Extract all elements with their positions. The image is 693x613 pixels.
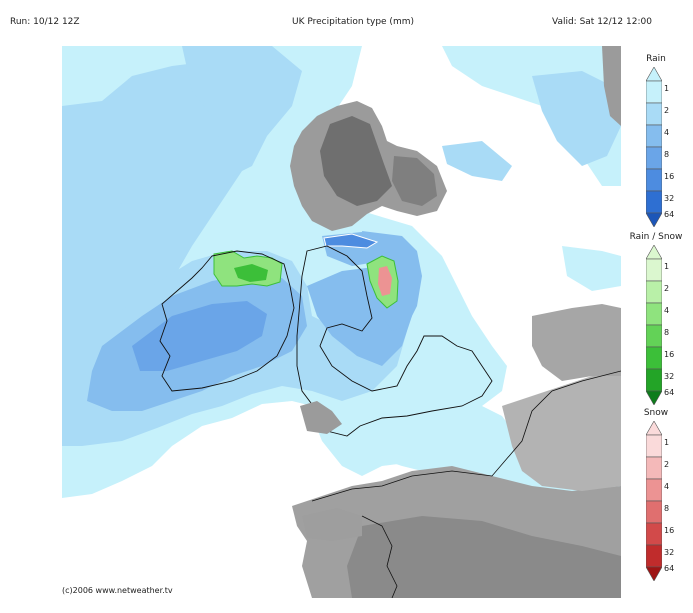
legend-tick: 8: [664, 150, 670, 159]
map-title: UK Precipitation type (mm): [292, 17, 414, 27]
legend-tick: 2: [664, 460, 670, 469]
legend-tick: 64: [664, 388, 675, 397]
legend-swatch: [646, 368, 662, 392]
valid-time-label: Valid: Sat 12/12 12:00: [552, 17, 652, 27]
legend-bar-rain: [646, 67, 662, 227]
land-scotland-highlands: [320, 116, 392, 206]
legend-tick: 1: [664, 262, 670, 271]
legend-tick: 4: [664, 306, 670, 315]
legend-swatch: [646, 258, 662, 282]
legend-tick: 1: [664, 84, 670, 93]
legend-swatch: [646, 456, 662, 480]
legend-tick: 16: [664, 350, 675, 359]
legend-tick: 8: [664, 504, 670, 513]
rain-region-8-ireland: [132, 301, 267, 371]
legend-title: Snow: [643, 408, 669, 418]
legend-tick: 2: [664, 284, 670, 293]
legend-tick: 32: [664, 372, 675, 381]
legend-snow: Snow 1 2 4 8 16 32 64: [624, 408, 688, 583]
rain-region-2-north: [182, 46, 302, 176]
legend-swatch: [646, 302, 662, 326]
copyright-text: (c)2006 www.netweather.tv: [62, 586, 173, 595]
legend-swatch: [646, 168, 662, 192]
legend-swatch: [646, 500, 662, 524]
land-scotland-ne: [392, 156, 437, 206]
land-wales-gray: [300, 401, 342, 434]
land-north-germany: [532, 304, 621, 381]
rainsnow-region-ireland-2: [234, 264, 268, 282]
legend-swatch-bottom: [646, 390, 662, 405]
legend-tick: 32: [664, 548, 675, 557]
legend-swatch: [646, 324, 662, 348]
land-brittany: [302, 508, 362, 541]
legend-tick: 2: [664, 106, 670, 115]
legend-tick: 4: [664, 482, 670, 491]
legend-tick: 16: [664, 526, 675, 535]
map-canvas: [62, 46, 621, 598]
legend-swatch: [646, 544, 662, 568]
legend-tick: 8: [664, 328, 670, 337]
land-france-dark: [347, 516, 621, 598]
rain-region-2-ne: [532, 71, 621, 166]
legend-swatch-top: [646, 421, 662, 436]
legend-swatch: [646, 346, 662, 370]
rain-region-2-scotland-ne: [442, 141, 512, 181]
legend-tick: 64: [664, 564, 675, 573]
legend-swatch: [646, 522, 662, 546]
legend-title: Rain: [646, 54, 666, 64]
legend-swatch: [646, 280, 662, 304]
legend-tick: 1: [664, 438, 670, 447]
legend-bar-rain-snow: [646, 245, 662, 405]
legend-title: Rain / Snow: [629, 232, 683, 242]
rain-region-light-east: [562, 246, 621, 291]
legend-swatch-top: [646, 245, 662, 260]
legend-swatch-bottom: [646, 212, 662, 227]
coast-france-south: [361, 515, 398, 598]
snow-region-pennines: [378, 266, 392, 296]
legend-swatch: [646, 478, 662, 502]
legend-swatch: [646, 434, 662, 458]
legend-tick: 4: [664, 128, 670, 137]
legend-swatch: [646, 124, 662, 148]
precipitation-map: [62, 46, 621, 598]
legend-tick: 32: [664, 194, 675, 203]
coast-continent: [311, 370, 621, 502]
land-ireland: [159, 250, 295, 392]
legend-swatch: [646, 190, 662, 214]
legend-swatch: [646, 80, 662, 104]
legend-swatch: [646, 102, 662, 126]
legend-tick: 64: [664, 210, 675, 219]
legend-swatch-bottom: [646, 566, 662, 581]
legend-tick: 16: [664, 172, 675, 181]
land-low-countries: [502, 366, 621, 491]
legend-swatch-top: [646, 67, 662, 82]
legend-swatch: [646, 146, 662, 170]
legend-bar-snow: [646, 421, 662, 581]
legend-rain-snow: Rain / Snow 1 2 4 8 16 32 64: [624, 232, 688, 407]
land-scandinavia: [602, 46, 621, 126]
legend-rain: Rain 1 2 4 8 16 32 64: [624, 54, 688, 229]
rain-region-light-channel: [362, 416, 552, 491]
run-time-label: Run: 10/12 12Z: [10, 17, 80, 27]
